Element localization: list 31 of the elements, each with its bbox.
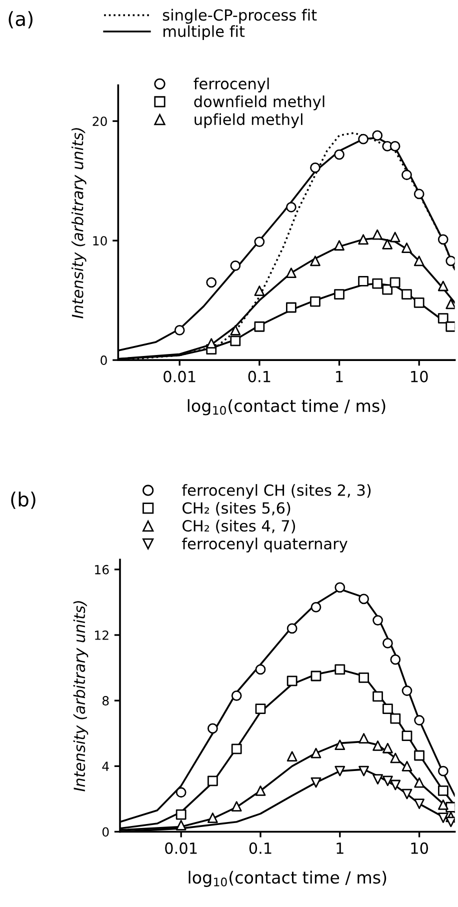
x-tick-label: 0.01 — [164, 370, 196, 382]
x-tick-label: 0.01 — [165, 842, 197, 854]
y-axis-title: Intensity (arbitrary units) — [72, 128, 86, 318]
x-axis-title: log$_{10}$(contact time / ms) — [188, 870, 386, 887]
x-tick-label: 0.1 — [248, 370, 270, 382]
x-tick-label: 1 — [336, 842, 344, 854]
legend-label: multiple fit — [164, 25, 245, 40]
y-tick-label: 8 — [102, 696, 109, 706]
chart-title: (b) — [11, 492, 36, 509]
legend-label: single-CP-process fit — [162, 8, 317, 24]
legend-label: upfield methyl — [194, 113, 302, 128]
x-tick-label: 0.1 — [249, 842, 272, 854]
chart-title: (a) — [8, 11, 32, 28]
y-tick-label: 20 — [92, 116, 107, 126]
legend-label: ferrocenyl quaternary — [182, 538, 348, 552]
y-axis-title: Intensity (arbitrary units) — [73, 601, 88, 792]
y-tick-label: 0 — [100, 356, 107, 366]
legend-label: ferrocenyl CH (sites 2, 3) — [182, 484, 371, 499]
legend-label: CH₂ (sites 4, 7) — [182, 520, 295, 534]
x-tick-label: 1 — [336, 370, 343, 382]
y-tick-label: 0 — [102, 827, 109, 837]
x-tick-label: 10 — [411, 370, 428, 382]
legend-label: downfield methyl — [194, 95, 324, 110]
y-tick-label: 16 — [95, 564, 109, 574]
y-tick-label: 4 — [102, 762, 109, 771]
legend-label: CH₂ (sites 5,6) — [182, 502, 290, 516]
y-tick-label: 12 — [95, 630, 108, 640]
x-axis-title: log$_{10}$(contact time / ms) — [188, 399, 386, 416]
x-tick-label: 10 — [411, 842, 428, 854]
legend-label: ferrocenyl — [194, 78, 269, 92]
y-tick-label: 10 — [93, 236, 107, 246]
